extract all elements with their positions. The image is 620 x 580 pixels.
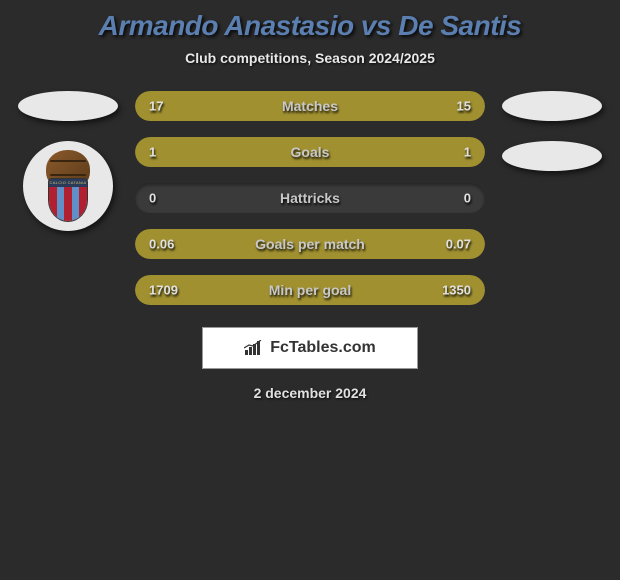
stat-value-left: 1709 <box>149 283 178 298</box>
player1-placeholder <box>18 91 118 121</box>
stats-bars: 17 Matches 15 1 Goals 1 0 Hattricks 0 0.06 Goals p… <box>135 91 485 305</box>
content-row: CALCIO CATANIA 17 Matches 15 1 Goals 1 0 Hattri… <box>0 91 620 305</box>
stat-value-left: 17 <box>149 99 163 114</box>
stat-label: Matches <box>282 98 338 114</box>
badge-shield-icon: CALCIO CATANIA <box>48 178 88 222</box>
stat-label: Min per goal <box>269 282 351 298</box>
stat-value-right: 1 <box>464 145 471 160</box>
footer-date: 2 december 2024 <box>0 385 620 401</box>
right-column <box>497 91 607 171</box>
stat-value-left: 1 <box>149 145 156 160</box>
club-badge: CALCIO CATANIA <box>23 141 113 231</box>
brand-logo[interactable]: FcTables.com <box>202 327 418 369</box>
stat-value-left: 0.06 <box>149 237 174 252</box>
stat-value-right: 0.07 <box>446 237 471 252</box>
player2-placeholder <box>502 91 602 121</box>
chart-icon <box>244 340 264 356</box>
stat-value-right: 0 <box>464 191 471 206</box>
left-column: CALCIO CATANIA <box>13 91 123 231</box>
comparison-widget: Armando Anastasio vs De Santis Club comp… <box>0 0 620 411</box>
stat-bar: 0 Hattricks 0 <box>135 183 485 213</box>
stat-value-left: 0 <box>149 191 156 206</box>
stat-label: Goals per match <box>255 236 365 252</box>
club2-placeholder <box>502 141 602 171</box>
stat-fill-right <box>310 137 485 167</box>
stat-label: Hattricks <box>280 190 340 206</box>
subtitle: Club competitions, Season 2024/2025 <box>0 50 620 66</box>
stat-bar: 1 Goals 1 <box>135 137 485 167</box>
stat-label: Goals <box>291 144 330 160</box>
stat-fill-left <box>135 137 310 167</box>
brand-text: FcTables.com <box>270 339 376 357</box>
stat-value-right: 1350 <box>442 283 471 298</box>
page-title: Armando Anastasio vs De Santis <box>0 10 620 42</box>
stat-bar: 1709 Min per goal 1350 <box>135 275 485 305</box>
stat-bar: 17 Matches 15 <box>135 91 485 121</box>
stat-bar: 0.06 Goals per match 0.07 <box>135 229 485 259</box>
stat-value-right: 15 <box>457 99 471 114</box>
